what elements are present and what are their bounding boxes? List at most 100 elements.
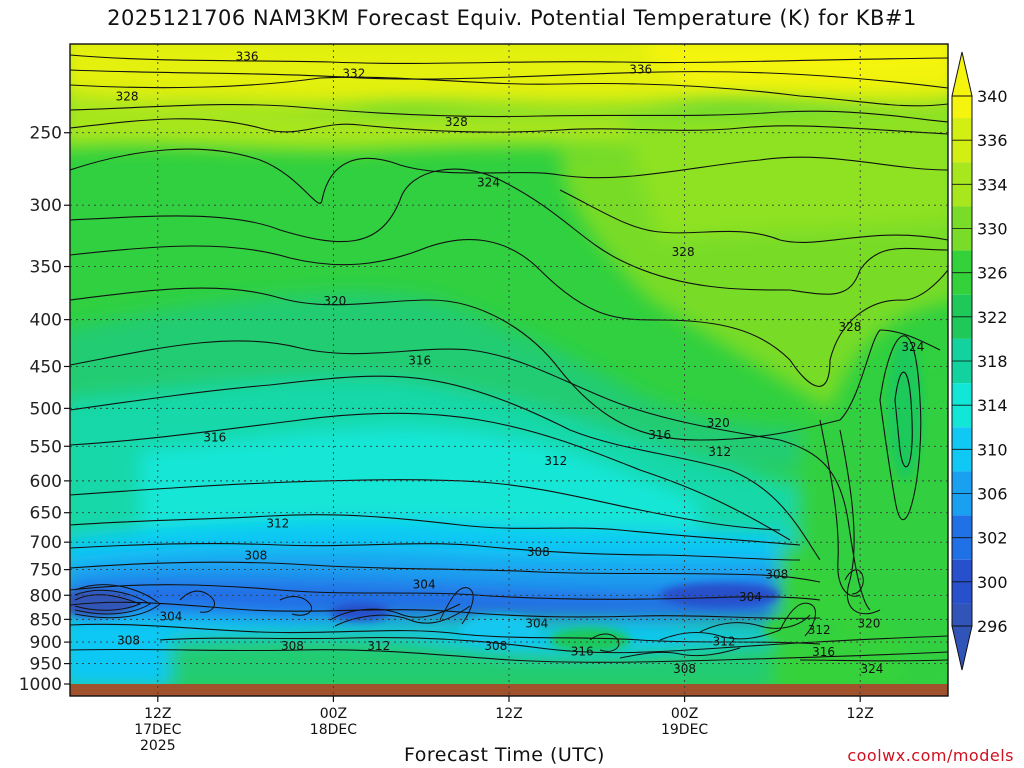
contour-label: 304 — [413, 578, 436, 592]
contour-label: 328 — [839, 320, 862, 334]
colorbar-bottom-arrow — [951, 625, 973, 671]
contour-label-text: 316 — [571, 644, 594, 658]
contour-label-text: 332 — [342, 66, 365, 80]
contour-324 — [879, 329, 941, 351]
contour-label-text: 336 — [236, 49, 259, 63]
contour-320 — [70, 287, 881, 441]
contour-label-text: 320 — [858, 617, 881, 631]
contour-label: 308 — [484, 639, 507, 653]
contour-label-text: 304 — [160, 610, 183, 624]
grid-lines — [70, 44, 948, 696]
contour-label: 336 — [236, 49, 259, 63]
y-tick-label: 850 — [30, 610, 62, 630]
contour-label: 308 — [281, 639, 304, 653]
contour-label: 324 — [901, 340, 924, 354]
contour-cluster-line — [329, 603, 461, 621]
contour-label: 312 — [708, 445, 731, 459]
cyan-pocket — [887, 340, 923, 480]
contour-324-vertical — [894, 371, 913, 468]
contour-label-text: 312 — [708, 445, 731, 459]
contour-cluster-line — [74, 584, 161, 619]
contour-label-text: 324 — [860, 662, 883, 676]
contour-328 — [559, 189, 948, 243]
contour-label-text: 328 — [116, 90, 139, 104]
colorbar-label: 296 — [977, 617, 1008, 636]
x-tick-label: 18DEC — [310, 722, 357, 738]
colorbar-label: 306 — [977, 485, 1008, 504]
contour-308 — [70, 623, 821, 645]
contour-324 — [70, 148, 948, 204]
contour-label-text: 308 — [117, 633, 140, 647]
contour-label: 324 — [860, 662, 883, 676]
contour-label-text: 304 — [525, 617, 548, 631]
colorbar-label: 326 — [977, 264, 1008, 283]
x-tick-label: 17DEC — [134, 722, 181, 738]
colorbar-segment — [952, 361, 972, 384]
contour-label: 328 — [672, 245, 695, 259]
contour-label: 316 — [648, 428, 671, 442]
colorbar: 340 336 334 330 326 322 318 314 310 306 302 300 296 — [951, 51, 1008, 671]
contour-label: 316 — [203, 430, 226, 444]
contour-316 — [70, 340, 871, 611]
contour-label: 312 — [367, 639, 390, 653]
colorbar-label: 336 — [977, 131, 1008, 150]
ground-surface — [70, 684, 948, 696]
contour-cluster-line — [74, 589, 151, 615]
contour-cluster-line — [279, 596, 312, 616]
contour-label-text: 312 — [367, 639, 390, 653]
contour-label: 304 — [525, 617, 548, 631]
x-tick-label: 19DEC — [661, 722, 708, 738]
colorbar-label: 314 — [977, 396, 1008, 415]
y-tick-label: 900 — [30, 633, 62, 653]
contour-label: 308 — [527, 545, 550, 559]
colorbar-segment — [952, 581, 972, 604]
contour-label-text: 308 — [527, 545, 550, 559]
colorbar-segment — [952, 405, 972, 428]
contour-cluster-line — [659, 629, 781, 641]
colorbar-segment — [952, 338, 972, 361]
contour-label: 312 — [808, 623, 831, 637]
contour-label-text: 324 — [901, 340, 924, 354]
contour-label: 316 — [571, 644, 594, 658]
field-fill — [70, 44, 948, 690]
x-tick-label: 00Z — [671, 706, 698, 722]
colorbar-segment — [952, 449, 972, 472]
contour-labels: 336 336 332 328 328 324 328 320 328 324 316 320 316 3… — [116, 49, 925, 676]
colorbar-label: 318 — [977, 352, 1008, 371]
contour-label-text: 316 — [812, 645, 835, 659]
contour-label: 308 — [117, 633, 140, 647]
contour-label: 304 — [739, 590, 762, 604]
y-tick-label: 750 — [30, 561, 62, 581]
contour-cluster-line — [699, 614, 811, 633]
contour-316 — [159, 635, 948, 654]
colorbar-segment — [952, 272, 972, 295]
contour-label: 312 — [713, 634, 736, 648]
colorbar-segment — [952, 140, 972, 163]
colorbar-segment — [952, 162, 972, 185]
colorbar-segment — [952, 316, 972, 339]
colorbar-segment — [952, 118, 972, 141]
contour-label: 328 — [116, 90, 139, 104]
contour-label-text: 328 — [672, 245, 695, 259]
contour-label: 308 — [765, 567, 788, 581]
contour-label-text: 308 — [281, 639, 304, 653]
colorbar-segment — [952, 206, 972, 229]
y-tick-label: 600 — [30, 472, 62, 492]
contour-cluster-line — [589, 633, 620, 652]
credit-link[interactable]: coolwx.com/models — [847, 746, 1014, 765]
green-pocket — [765, 615, 835, 645]
contour-308 — [70, 543, 801, 561]
contour-320 — [839, 429, 881, 615]
contour-label-text: 316 — [408, 354, 431, 368]
contour-label-text: 304 — [739, 590, 762, 604]
contour-320 — [70, 239, 948, 387]
colorbar-label: 310 — [977, 440, 1008, 459]
colorbar-label: 330 — [977, 220, 1008, 239]
colorbar-segment — [952, 294, 972, 317]
colorbar-segment — [952, 559, 972, 582]
contour-label-text: 312 — [544, 454, 567, 468]
y-tick-label: 500 — [30, 399, 62, 419]
colorbar-segment — [952, 471, 972, 494]
contour-lines — [70, 54, 948, 663]
